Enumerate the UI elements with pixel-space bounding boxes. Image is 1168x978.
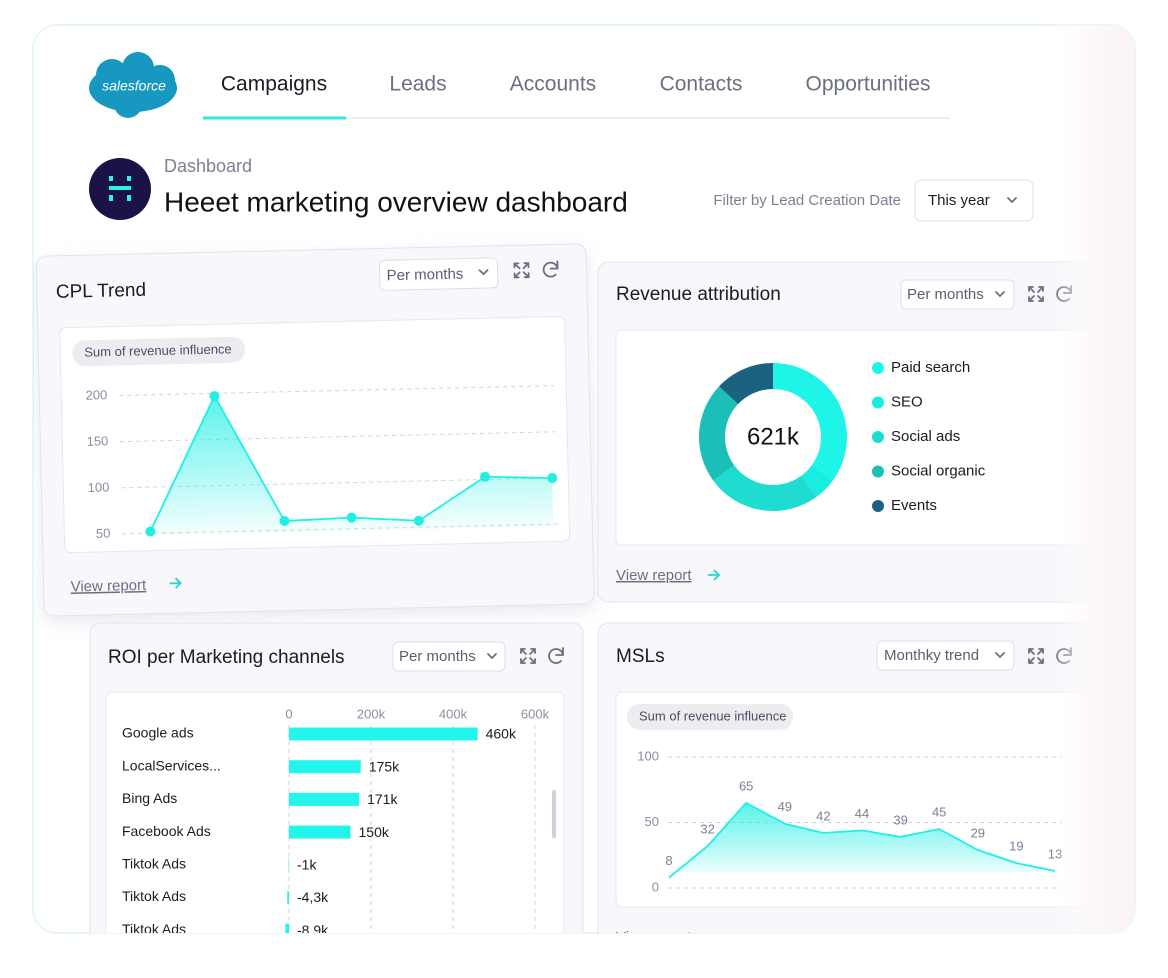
value-label: 460k [486,726,517,742]
y-tick-label: 200 [85,387,107,402]
roi-card: ROI per Marketing channels Per months 0 2… [90,623,583,973]
nav-tab[interactable]: Accounts [510,73,596,96]
period: Per months [907,286,984,303]
y-tick-label: 100 [87,480,109,495]
bar [289,826,351,839]
y-tick-label: 50 [645,814,659,829]
category-label: Bing Ads [122,790,177,806]
data-label: 29 [971,825,985,840]
nav-tab[interactable]: Contacts [660,73,743,96]
x-tick-label: 400k [439,706,468,721]
value-label: -8,9k [297,922,329,938]
page-title: Heeet marketing overview dashboard [164,186,628,217]
value-label: -1k [297,857,317,873]
scrollbar[interactable] [552,790,556,838]
x-tick-label: 200k [357,706,386,721]
x-tick-label: 600k [521,706,550,721]
legend-swatch [872,397,884,409]
data-label: 39 [893,812,907,827]
legend-label: Events [891,497,937,514]
y-tick-label: 0 [652,879,659,894]
breadcrumb: Dashboard [164,156,252,176]
period-dropdown[interactable]: Per months [901,280,1014,309]
filter-value: This year [928,192,990,209]
cpl-card: CPL Trend Per months Sum of revenue infl… [36,244,594,616]
bar [289,760,361,773]
category-label: Tiktok Ads [122,888,186,904]
bar [289,728,478,741]
bar [285,924,289,937]
period: Per months [399,648,476,665]
category-label: Tiktok Ads [122,856,186,872]
period: Per months [386,266,463,285]
data-label: 32 [700,822,714,837]
period: Monthky trend [884,647,979,664]
active-tab-underline [203,117,346,120]
category-label: Tiktok Ads [122,921,186,937]
nav-tab[interactable]: Campaigns [221,73,327,96]
view-report[interactable]: View report [70,577,147,596]
card-title: MSLs [616,646,665,667]
bar [289,793,359,806]
x-tick-label: 0 [285,706,292,721]
y-tick-label: 50 [96,526,111,541]
logo-text: salesforce [102,78,166,94]
value-label: -4,3k [297,889,329,905]
data-label: 49 [778,799,792,814]
category-label: Google ads [122,725,194,741]
legend-label: Social organic [891,462,986,479]
legend-swatch [872,500,884,512]
legend-swatch [872,466,884,478]
right-fade [1052,25,1137,935]
series-label: Sum of revenue influence [639,708,786,723]
data-label: 65 [739,778,753,793]
nav-tab[interactable]: Leads [389,73,446,96]
card-title: ROI per Marketing channels [108,647,345,668]
legend-swatch [872,431,884,443]
view-report[interactable]: View report [616,567,692,584]
value-label: 175k [369,758,400,774]
legend-swatch [872,362,884,374]
category-label: LocalServices... [122,757,221,773]
period-dropdown[interactable]: Per months [393,642,505,671]
data-label: 42 [816,808,830,823]
value-label: 150k [359,824,390,840]
filter-label: Filter by Lead Creation Date [713,192,901,209]
card-title: Revenue attribution [616,284,781,305]
donut-center: 621k [747,423,800,450]
period-dropdown[interactable]: Monthky trend [877,641,1014,670]
data-label: 44 [855,806,869,821]
view-report[interactable]: View report [616,929,692,946]
card-title: CPL Trend [56,280,147,303]
category-label: Facebook Ads [122,823,211,839]
bar [287,891,289,904]
legend-label: Social ads [891,428,960,445]
value-label: 171k [367,791,398,807]
legend-label: Paid search [891,359,970,376]
y-tick-label: 100 [637,748,659,763]
data-label: 8 [665,853,672,868]
data-label: 45 [932,804,946,819]
y-tick-label: 150 [86,433,108,448]
data-label: 19 [1009,839,1023,854]
legend-label: SEO [891,393,923,410]
filter-dropdown[interactable]: This year [915,180,1033,221]
nav-tab[interactable]: Opportunities [806,73,931,96]
period-dropdown[interactable]: Per months [379,258,498,291]
